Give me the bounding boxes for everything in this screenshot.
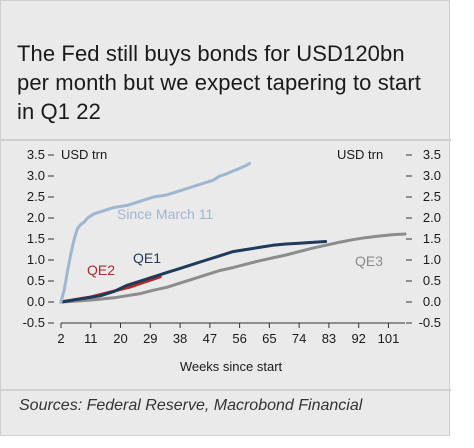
y-tick-label-right: 2.0 [423, 210, 441, 225]
y-axis-title-right: USD trn [337, 147, 383, 162]
y-axis-title-left: USD trn [61, 147, 107, 162]
series-label-qe3: QE3 [355, 253, 383, 269]
series-label-qe2: QE2 [87, 262, 115, 278]
x-tick-label: 101 [378, 331, 400, 346]
y-tick-label-left: 3.5 [27, 147, 45, 162]
y-tick-label-left: 0.0 [27, 294, 45, 309]
title-divider [1, 139, 451, 141]
x-tick-label: 2 [57, 331, 64, 346]
x-tick-label: 38 [173, 331, 187, 346]
y-tick-label-left: 3.0 [27, 168, 45, 183]
x-tick-label: 47 [203, 331, 217, 346]
source-divider [1, 389, 451, 391]
axes: 2 11 20 29 38 47 56 65 74 83 92 101 -0.5 -0.5 0.0 0.0 0.… [23, 147, 441, 346]
chart-card: The Fed still buys bonds for USD120bn pe… [0, 0, 451, 436]
series-line-qe3 [59, 232, 407, 304]
x-axis-title: Weeks since start [180, 359, 283, 374]
y-tick-label-left: 1.0 [27, 252, 45, 267]
x-tick-label: 83 [322, 331, 336, 346]
y-tick-label-right: 3.0 [423, 168, 441, 183]
source-note: Sources: Federal Reserve, Macrobond Fina… [19, 397, 363, 414]
x-tick-label: 74 [292, 331, 306, 346]
y-tick-label-right: 0.5 [423, 273, 441, 288]
series-lines [59, 161, 407, 304]
series-label-qe1: QE1 [133, 250, 161, 266]
y-tick-label-right: 2.5 [423, 189, 441, 204]
x-tick-label: 20 [113, 331, 127, 346]
x-tick-label: 65 [262, 331, 276, 346]
series-labels: Since March 11 QE1 QE2 QE3 [87, 206, 383, 278]
series-line-qe1 [59, 240, 328, 304]
y-tick-label-left: 2.0 [27, 210, 45, 225]
x-tick-label: 11 [84, 331, 98, 346]
line-chart: 2 11 20 29 38 47 56 65 74 83 92 101 -0.5 -0.5 0.0 0.0 0.… [23, 147, 441, 374]
x-tick-label: 92 [351, 331, 365, 346]
y-tick-label-right: 1.0 [423, 252, 441, 267]
y-tick-label-right: 1.5 [423, 231, 441, 246]
y-tick-label-left: 1.5 [27, 231, 45, 246]
x-tick-label: 29 [143, 331, 157, 346]
x-tick-label: 56 [232, 331, 246, 346]
y-tick-label-left: 0.5 [27, 273, 45, 288]
y-tick-label-left: -0.5 [23, 315, 45, 330]
series-label-since-march-11: Since March 11 [117, 206, 213, 222]
chart-title: The Fed still buys bonds for USD120bn pe… [17, 41, 421, 124]
y-tick-label-left: 2.5 [27, 189, 45, 204]
series-line-since-march-11 [59, 161, 251, 304]
y-tick-label-right: -0.5 [419, 315, 441, 330]
y-tick-label-right: 3.5 [423, 147, 441, 162]
y-tick-label-right: 0.0 [423, 294, 441, 309]
